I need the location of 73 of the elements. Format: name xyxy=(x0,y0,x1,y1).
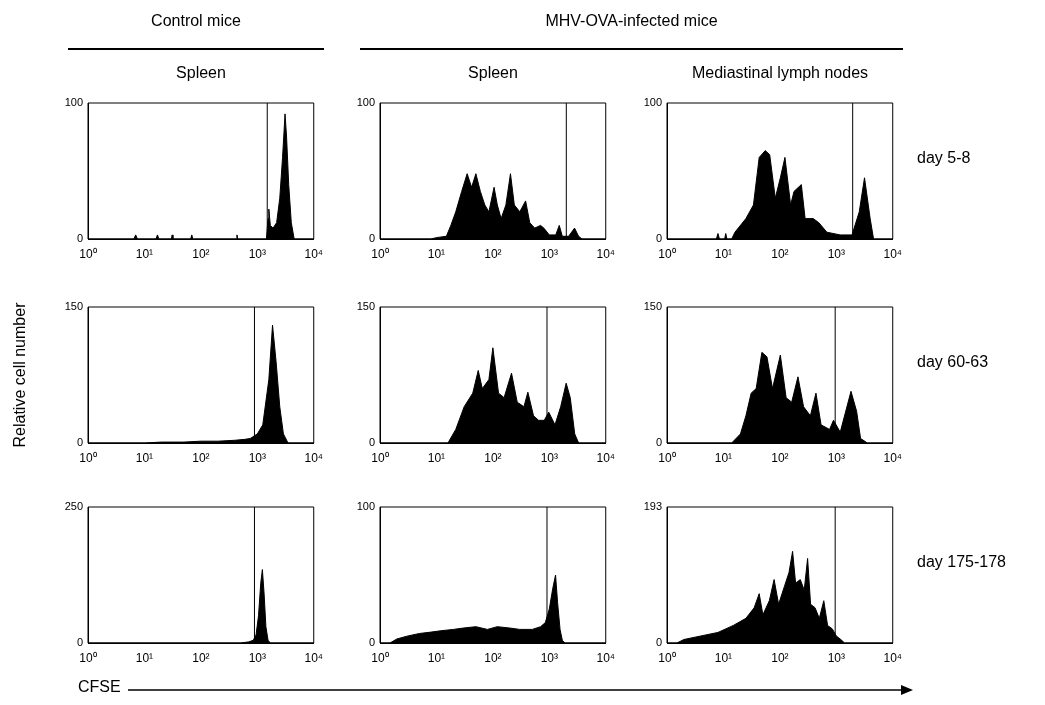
x-tick-label: 10³ xyxy=(540,650,558,665)
x-tick-label: 10⁰ xyxy=(371,246,389,261)
x-tick-label: 10¹ xyxy=(714,246,733,261)
text: day 5-8 xyxy=(917,149,971,167)
x-tick-label: 10¹ xyxy=(714,450,733,465)
x-tick-label: 10⁰ xyxy=(371,450,389,465)
x-tick-label: 10⁰ xyxy=(79,246,97,261)
y-tick-label: 0 xyxy=(76,232,83,245)
x-tick-label: 10² xyxy=(771,650,789,665)
y-tick-label: 150 xyxy=(643,300,662,313)
x-tick-label: 10⁴ xyxy=(596,450,616,465)
y-tick-label: 100 xyxy=(356,500,375,513)
x-tick-label: 10⁴ xyxy=(596,246,616,261)
x-tick-label: 10³ xyxy=(540,246,558,261)
x-tick-label: 10³ xyxy=(540,450,558,465)
x-tick-label: 10⁴ xyxy=(883,450,903,465)
x-tick-label: 10³ xyxy=(827,450,845,465)
x-tick-label: 10⁴ xyxy=(883,246,903,261)
x-tick-label: 10⁰ xyxy=(658,450,676,465)
y-tick-label: 0 xyxy=(655,436,662,449)
x-tick-label: 10⁴ xyxy=(596,650,616,665)
chart-subtitle: Spleen xyxy=(175,64,227,82)
y-tick-label: 0 xyxy=(76,436,83,449)
x-tick-label: 10² xyxy=(484,450,502,465)
chart-subtitle: Spleen xyxy=(467,64,519,82)
y-tick-label: 150 xyxy=(64,300,83,313)
x-axis-title: CFSE xyxy=(78,678,121,696)
y-tick-label: 0 xyxy=(76,636,83,649)
chart-title: Control mice xyxy=(150,12,242,30)
x-tick-label: 10² xyxy=(771,246,789,261)
text: day 175-178 xyxy=(917,553,1006,571)
x-tick-label: 10⁴ xyxy=(883,650,903,665)
y-tick-label: 0 xyxy=(368,436,375,449)
x-tick-label: 10¹ xyxy=(135,450,154,465)
x-tick-label: 10⁰ xyxy=(79,650,97,665)
y-tick-label: 250 xyxy=(64,500,83,513)
x-tick-label: 10⁰ xyxy=(658,650,676,665)
x-tick-label: 10² xyxy=(192,450,210,465)
x-tick-label: 10² xyxy=(484,246,502,261)
chart-subtitle: Mediastinal lymph nodes xyxy=(690,64,870,82)
x-tick-label: 10⁰ xyxy=(371,650,389,665)
x-tick-label: 10⁴ xyxy=(304,650,324,665)
y-axis-title: Relative cell number xyxy=(11,302,29,448)
x-tick-label: 10³ xyxy=(248,246,266,261)
chart-title: MHV-OVA-infected mice xyxy=(544,12,719,30)
text: day 60-63 xyxy=(917,353,989,371)
y-tick-label: 193 xyxy=(643,500,662,513)
y-tick-label: 0 xyxy=(368,636,375,649)
x-tick-label: 10¹ xyxy=(714,650,733,665)
x-tick-label: 10⁴ xyxy=(304,246,324,261)
x-tick-label: 10¹ xyxy=(427,450,446,465)
x-tick-label: 10² xyxy=(192,246,210,261)
y-tick-label: 0 xyxy=(655,636,662,649)
x-tick-label: 10¹ xyxy=(135,650,154,665)
x-tick-label: 10² xyxy=(484,650,502,665)
x-tick-label: 10³ xyxy=(248,650,266,665)
x-tick-label: 10³ xyxy=(827,650,845,665)
y-tick-label: 0 xyxy=(368,232,375,245)
x-tick-label: 10⁴ xyxy=(304,450,324,465)
x-tick-label: 10¹ xyxy=(427,246,446,261)
y-tick-label: 100 xyxy=(64,96,83,109)
y-tick-label: 150 xyxy=(356,300,375,313)
x-tick-label: 10¹ xyxy=(135,246,154,261)
x-tick-label: 10¹ xyxy=(427,650,446,665)
x-tick-label: 10⁰ xyxy=(79,450,97,465)
x-tick-label: 10² xyxy=(771,450,789,465)
x-tick-label: 10³ xyxy=(248,450,266,465)
x-tick-label: 10³ xyxy=(827,246,845,261)
x-tick-label: 10⁰ xyxy=(658,246,676,261)
y-tick-label: 0 xyxy=(655,232,662,245)
x-tick-label: 10² xyxy=(192,650,210,665)
y-tick-label: 100 xyxy=(356,96,375,109)
y-tick-label: 100 xyxy=(643,96,662,109)
